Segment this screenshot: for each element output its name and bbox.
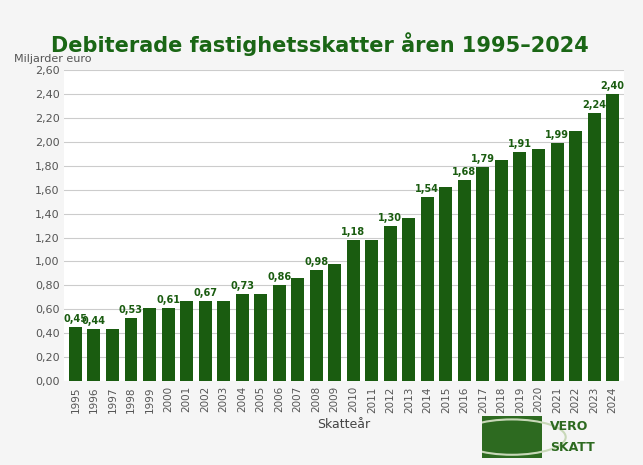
X-axis label: Skatteår: Skatteår — [318, 418, 370, 431]
Bar — [125, 318, 138, 381]
Bar — [273, 286, 285, 381]
Bar — [476, 167, 489, 381]
Text: VERO: VERO — [550, 420, 588, 433]
Text: 1,30: 1,30 — [378, 213, 403, 223]
Bar — [495, 159, 508, 381]
Bar — [347, 240, 359, 381]
Text: 1,99: 1,99 — [545, 130, 569, 140]
Text: 1,54: 1,54 — [415, 184, 439, 194]
Bar — [235, 294, 249, 381]
Bar — [588, 113, 601, 381]
Text: 2,40: 2,40 — [601, 81, 624, 91]
Bar — [217, 301, 230, 381]
Text: 0,67: 0,67 — [193, 288, 217, 298]
Bar — [421, 197, 434, 381]
Text: 0,98: 0,98 — [304, 257, 329, 267]
Bar — [532, 149, 545, 381]
Bar — [439, 187, 453, 381]
Bar — [291, 278, 304, 381]
Bar — [69, 327, 82, 381]
Bar — [106, 329, 119, 381]
Text: 1,91: 1,91 — [508, 140, 532, 149]
Text: 1,68: 1,68 — [452, 167, 476, 177]
Bar — [329, 264, 341, 381]
Text: 0,73: 0,73 — [230, 281, 254, 291]
Bar — [199, 301, 212, 381]
FancyBboxPatch shape — [482, 416, 541, 458]
Bar — [514, 153, 527, 381]
Bar — [569, 131, 582, 381]
Bar — [180, 301, 193, 381]
Text: 0,45: 0,45 — [64, 314, 87, 325]
Text: SKATT: SKATT — [550, 441, 595, 454]
Bar — [384, 226, 397, 381]
Bar — [161, 308, 174, 381]
Text: Miljarder euro: Miljarder euro — [14, 53, 91, 64]
Text: 1,79: 1,79 — [471, 154, 495, 164]
Bar — [458, 180, 471, 381]
Bar — [87, 329, 100, 381]
Bar — [550, 143, 563, 381]
Bar — [365, 240, 378, 381]
Text: 0,53: 0,53 — [119, 305, 143, 315]
Text: 0,44: 0,44 — [82, 316, 106, 326]
Bar — [143, 308, 156, 381]
Text: 0,86: 0,86 — [267, 272, 291, 282]
Text: 1,18: 1,18 — [341, 227, 365, 237]
Text: 0,61: 0,61 — [156, 295, 180, 305]
Bar — [254, 294, 267, 381]
Text: Debiterade fastighetsskatter åren 1995–2024: Debiterade fastighetsskatter åren 1995–2… — [51, 33, 589, 56]
Bar — [606, 94, 619, 381]
Text: 2,24: 2,24 — [582, 100, 606, 110]
Bar — [403, 219, 415, 381]
Bar — [310, 270, 323, 381]
